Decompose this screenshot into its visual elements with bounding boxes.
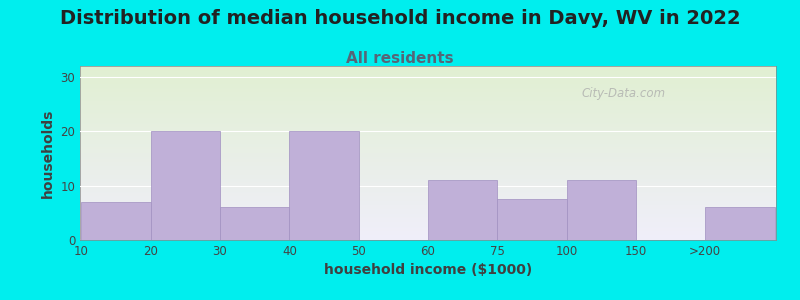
Bar (566, 180, 636, 240)
Bar (498, 199, 566, 240)
X-axis label: household income ($1000): household income ($1000) (324, 263, 532, 278)
Bar (706, 207, 774, 240)
Bar (150, 131, 220, 240)
Bar (428, 180, 498, 240)
Bar (82, 202, 150, 240)
Y-axis label: households: households (41, 108, 54, 198)
Text: All residents: All residents (346, 51, 454, 66)
Text: City-Data.com: City-Data.com (581, 87, 666, 100)
Bar (220, 207, 290, 240)
Bar (290, 131, 358, 240)
Text: Distribution of median household income in Davy, WV in 2022: Distribution of median household income … (60, 9, 740, 28)
